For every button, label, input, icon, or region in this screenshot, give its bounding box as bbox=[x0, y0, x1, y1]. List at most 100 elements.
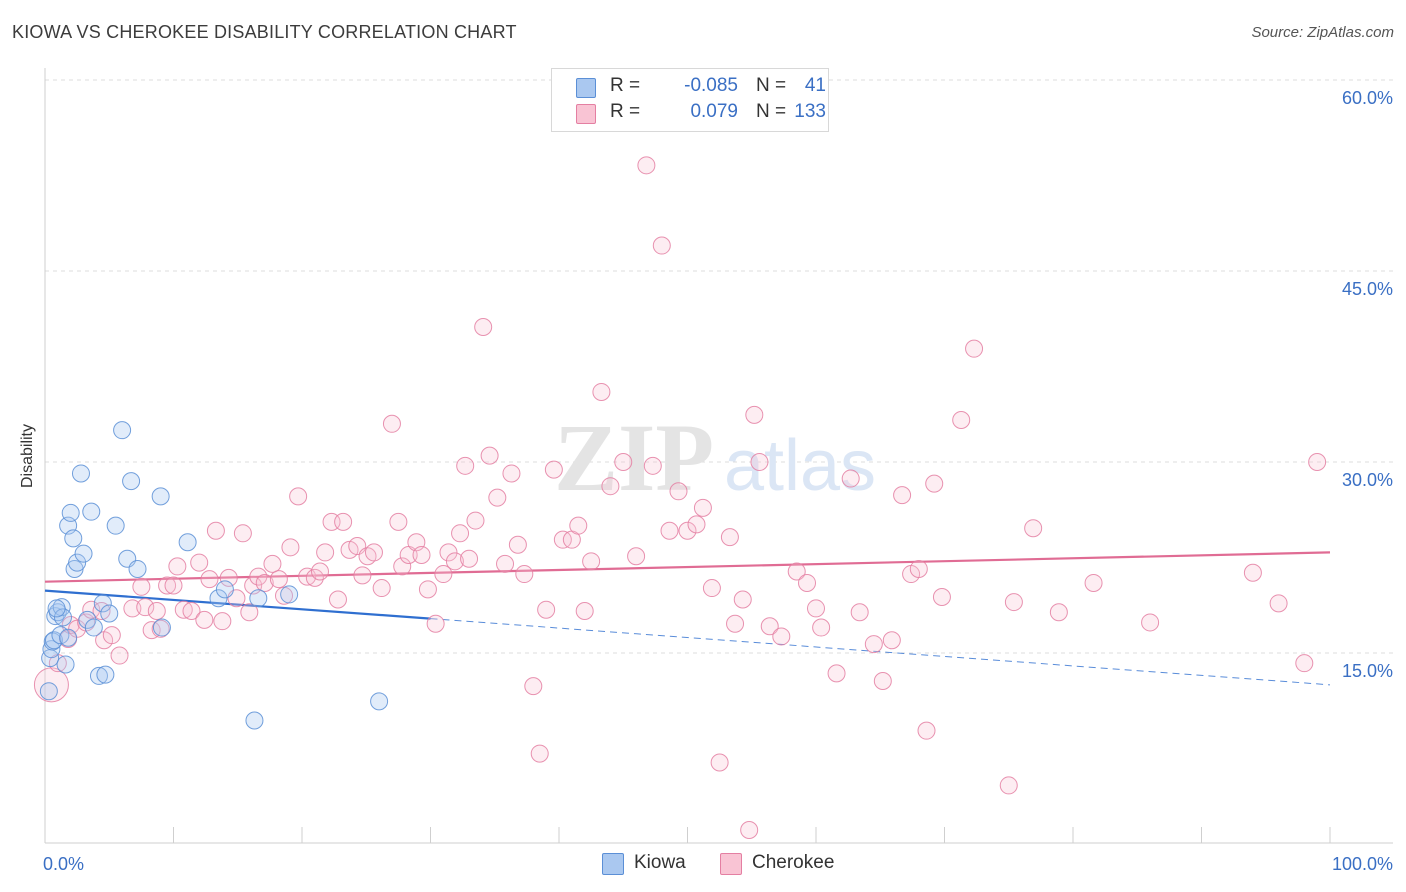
cherokee-point bbox=[158, 576, 177, 595]
cherokee-point bbox=[637, 156, 656, 175]
kiowa-point bbox=[93, 594, 112, 613]
cherokee-point bbox=[544, 460, 563, 479]
cherokee-point bbox=[643, 456, 662, 475]
kiowa-point bbox=[96, 665, 115, 684]
cherokee-point bbox=[693, 498, 712, 517]
cherokee-point bbox=[798, 573, 817, 592]
cherokee-point bbox=[110, 646, 129, 665]
y-tick-label: 45.0% bbox=[1342, 279, 1393, 299]
cherokee-point bbox=[627, 547, 646, 566]
cherokee-point bbox=[925, 474, 944, 493]
cherokee-point bbox=[1295, 654, 1314, 673]
axes bbox=[44, 68, 1393, 844]
cherokee-point bbox=[850, 603, 869, 622]
cherokee-point bbox=[893, 486, 912, 505]
cherokee-point bbox=[1141, 613, 1160, 632]
kiowa-point bbox=[39, 682, 58, 701]
cherokee-point bbox=[213, 612, 232, 631]
cherokee-point bbox=[1308, 453, 1327, 471]
chart-title: KIOWA VS CHEROKEE DISABILITY CORRELATION… bbox=[12, 22, 517, 42]
cherokee-point bbox=[310, 562, 329, 581]
cherokee-point bbox=[147, 601, 166, 620]
cherokee-point bbox=[592, 382, 611, 401]
cherokee-point bbox=[439, 543, 458, 562]
kiowa-point bbox=[209, 589, 228, 608]
legend-box: R = -0.085 N = 41 R = 0.079 N = 133 bbox=[551, 68, 829, 132]
kiowa-point bbox=[61, 503, 80, 522]
cherokee-point bbox=[917, 721, 936, 740]
cherokee-point bbox=[965, 339, 984, 358]
kiowa-point bbox=[56, 655, 75, 674]
tick-labels: 15.0% 30.0% 45.0% 60.0% 0.0% 100.0% bbox=[43, 88, 1393, 874]
cherokee-point bbox=[1049, 603, 1068, 622]
cherokee-point bbox=[952, 410, 971, 429]
cherokee-point bbox=[123, 599, 142, 618]
legend-n-value: 133 bbox=[794, 101, 826, 122]
kiowa-point bbox=[122, 472, 141, 491]
kiowa-point bbox=[43, 632, 62, 651]
kiowa-point bbox=[106, 516, 125, 535]
cherokee-point bbox=[33, 667, 69, 703]
cherokee-point bbox=[488, 488, 507, 507]
cherokee-point bbox=[841, 469, 860, 488]
cherokee-point bbox=[614, 453, 633, 471]
cherokee-trend-line bbox=[44, 551, 1331, 583]
cherokee-point bbox=[873, 672, 892, 691]
cherokee-point bbox=[660, 521, 679, 540]
cherokee-point bbox=[102, 626, 121, 645]
bottom-legend-label-cherokee: Cherokee bbox=[752, 852, 835, 873]
legend-r-label: R = bbox=[610, 101, 641, 122]
cherokee-point bbox=[164, 576, 183, 595]
kiowa-trend-line bbox=[44, 589, 431, 620]
trend-lines bbox=[44, 551, 1331, 686]
kiowa-point bbox=[100, 604, 119, 623]
chart-source: Source: ZipAtlas.com bbox=[1251, 24, 1394, 41]
cherokee-point bbox=[740, 820, 759, 839]
cherokee-point bbox=[524, 677, 543, 696]
cherokee-point bbox=[460, 549, 479, 568]
cherokee-point bbox=[269, 570, 288, 589]
bottom-legend-label-kiowa: Kiowa bbox=[634, 852, 686, 873]
cherokee-point bbox=[466, 511, 485, 530]
cherokee-point bbox=[263, 554, 282, 573]
cherokee-point bbox=[652, 236, 671, 255]
cherokee-point bbox=[760, 617, 779, 636]
kiowa-point bbox=[113, 421, 132, 440]
y-tick-label: 15.0% bbox=[1342, 661, 1393, 681]
kiowa-point bbox=[128, 559, 147, 578]
cherokee-point bbox=[812, 618, 831, 637]
kiowa-point bbox=[280, 585, 299, 604]
cherokee-point bbox=[206, 521, 225, 540]
cherokee-point bbox=[389, 512, 408, 531]
cherokee-point bbox=[1269, 594, 1288, 613]
cherokee-point bbox=[882, 631, 901, 650]
cherokee-point bbox=[745, 405, 764, 424]
cherokee-point bbox=[195, 610, 214, 629]
y-tick-label: 30.0% bbox=[1342, 470, 1393, 490]
kiowa-point bbox=[68, 553, 87, 572]
legend-r-label: R = bbox=[610, 75, 641, 96]
cherokee-point bbox=[726, 614, 745, 633]
cherokee-point bbox=[219, 568, 238, 587]
cherokee-point bbox=[909, 559, 928, 578]
kiowa-point bbox=[215, 580, 234, 599]
kiowa-point bbox=[82, 502, 101, 521]
cherokee-point bbox=[418, 580, 437, 599]
cherokee-point bbox=[190, 553, 209, 572]
cherokee-point bbox=[669, 482, 688, 501]
kiowa-point bbox=[71, 464, 90, 483]
cherokee-point bbox=[807, 599, 825, 618]
cherokee-point bbox=[281, 538, 300, 557]
kiowa-point bbox=[152, 618, 171, 637]
cherokee-point bbox=[864, 635, 883, 654]
cherokee-point bbox=[601, 477, 620, 496]
kiowa-point bbox=[74, 544, 93, 563]
cherokee-point bbox=[1024, 519, 1043, 538]
cherokee-point bbox=[530, 744, 549, 763]
cherokee-point bbox=[750, 453, 769, 471]
cherokee-point bbox=[502, 464, 521, 483]
watermark: ZIP atlas bbox=[554, 404, 876, 511]
kiowa-point bbox=[78, 610, 97, 629]
kiowa-point bbox=[84, 618, 103, 637]
